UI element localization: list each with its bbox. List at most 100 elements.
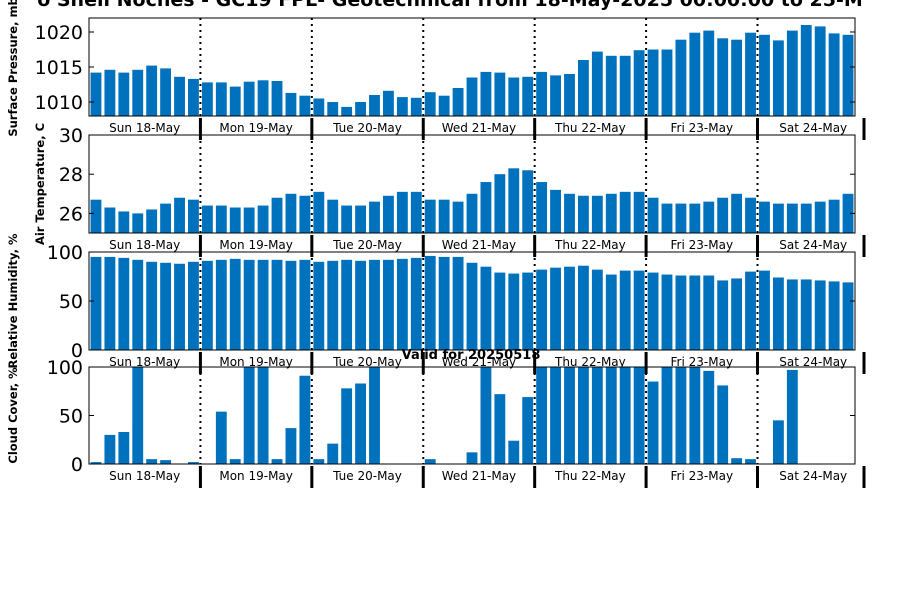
- y-tick-label: 1010: [35, 92, 83, 114]
- bar: [703, 30, 715, 117]
- bar: [229, 207, 241, 233]
- bar: [480, 367, 492, 464]
- bar: [438, 199, 450, 233]
- chart-title: o Shell Noches - GC19 FPL- Geotechnical …: [37, 0, 863, 11]
- y-tick-label: 100: [47, 357, 83, 379]
- bar: [731, 39, 743, 117]
- bar: [201, 260, 213, 350]
- bar: [174, 197, 185, 233]
- bar: [508, 168, 520, 233]
- bar: [327, 443, 339, 464]
- y-tick-label: 50: [59, 406, 83, 428]
- bar: [90, 72, 102, 116]
- bar: [438, 256, 450, 350]
- bar: [313, 261, 325, 350]
- bar: [786, 369, 798, 464]
- bar: [759, 34, 770, 116]
- bar: [689, 32, 701, 117]
- bar: [285, 428, 297, 464]
- bar: [90, 462, 102, 464]
- y-axis-label: Surface Pressure, mb: [6, 0, 20, 137]
- bar: [201, 82, 213, 116]
- bar: [842, 282, 854, 350]
- bar: [800, 25, 812, 116]
- bar: [786, 30, 798, 117]
- bar: [494, 394, 506, 464]
- bar: [369, 201, 380, 233]
- bar: [243, 259, 255, 350]
- x-tick-label: Tue 20-May: [332, 355, 402, 369]
- bar: [257, 80, 269, 116]
- bar: [410, 97, 422, 116]
- bar: [383, 195, 394, 233]
- bar: [396, 97, 408, 116]
- x-tick-label: Thu 22-May: [554, 121, 626, 135]
- bar: [341, 106, 353, 116]
- bar: [466, 452, 478, 464]
- chart-panel-3: 0 50 100 Sun 18-May Mon 19-May Tue 20-May Wed …: [6, 233, 866, 374]
- x-tick-label: Mon 19-May: [219, 469, 293, 483]
- bar: [564, 367, 575, 464]
- bar: [591, 195, 603, 233]
- x-tick-label: Sat 24-May: [779, 121, 847, 135]
- x-tick-label: Thu 22-May: [554, 238, 626, 252]
- bar: [188, 78, 199, 116]
- bar: [369, 259, 380, 350]
- bar: [118, 431, 130, 464]
- bar: [633, 191, 645, 233]
- x-tick-label: Sat 24-May: [779, 469, 847, 483]
- bar: [271, 459, 283, 464]
- x-tick-label: Sun 18-May: [109, 238, 180, 252]
- bar: [132, 367, 144, 464]
- bar: [786, 203, 798, 233]
- bar: [731, 278, 743, 350]
- bar: [494, 272, 506, 350]
- bar: [146, 65, 158, 116]
- bar: [550, 267, 561, 350]
- bar: [550, 75, 561, 116]
- bar: [703, 275, 715, 350]
- bar: [229, 459, 241, 464]
- bar: [661, 49, 673, 116]
- y-tick-label: 26: [59, 203, 83, 225]
- bar: [146, 209, 158, 233]
- bar: [605, 274, 617, 350]
- bar: [647, 49, 659, 116]
- bar: [564, 266, 575, 350]
- bar: [605, 55, 617, 116]
- bar: [800, 203, 812, 233]
- bar: [480, 182, 492, 233]
- x-tick-label: Sun 18-May: [109, 121, 180, 135]
- bar: [508, 77, 520, 116]
- bar: [522, 76, 534, 116]
- bar: [299, 375, 311, 464]
- bar-series: [90, 25, 854, 117]
- bar: [536, 269, 548, 350]
- x-tick-label: Wed 21-May: [442, 238, 516, 252]
- bar: [772, 203, 784, 233]
- bar: [355, 102, 367, 116]
- bar: [731, 193, 743, 233]
- x-tick-label: Thu 22-May: [554, 355, 626, 369]
- bar: [396, 191, 408, 233]
- bar: [118, 211, 130, 233]
- bar: [243, 207, 255, 233]
- bar: [564, 74, 575, 116]
- bar: [438, 95, 450, 116]
- bar: [772, 420, 784, 464]
- bar: [313, 459, 325, 464]
- bar: [146, 459, 158, 464]
- bar: [759, 270, 770, 350]
- y-axis-label: Air Temperature, C: [33, 123, 47, 245]
- bar: [689, 203, 701, 233]
- bar: [647, 197, 659, 233]
- bar: [215, 205, 227, 233]
- y-tick-label: 1015: [35, 57, 83, 79]
- chart-panel-4: 0 50 100 Sun 18-May Mon 19-May Tue 20-May Wed …: [6, 357, 866, 488]
- bar: [243, 81, 255, 116]
- bar: [229, 86, 241, 116]
- x-tick-label: Fri 23-May: [671, 469, 734, 483]
- bar: [410, 191, 422, 233]
- x-tick-label: Sat 24-May: [779, 355, 847, 369]
- x-tick-label: Sun 18-May: [109, 469, 180, 483]
